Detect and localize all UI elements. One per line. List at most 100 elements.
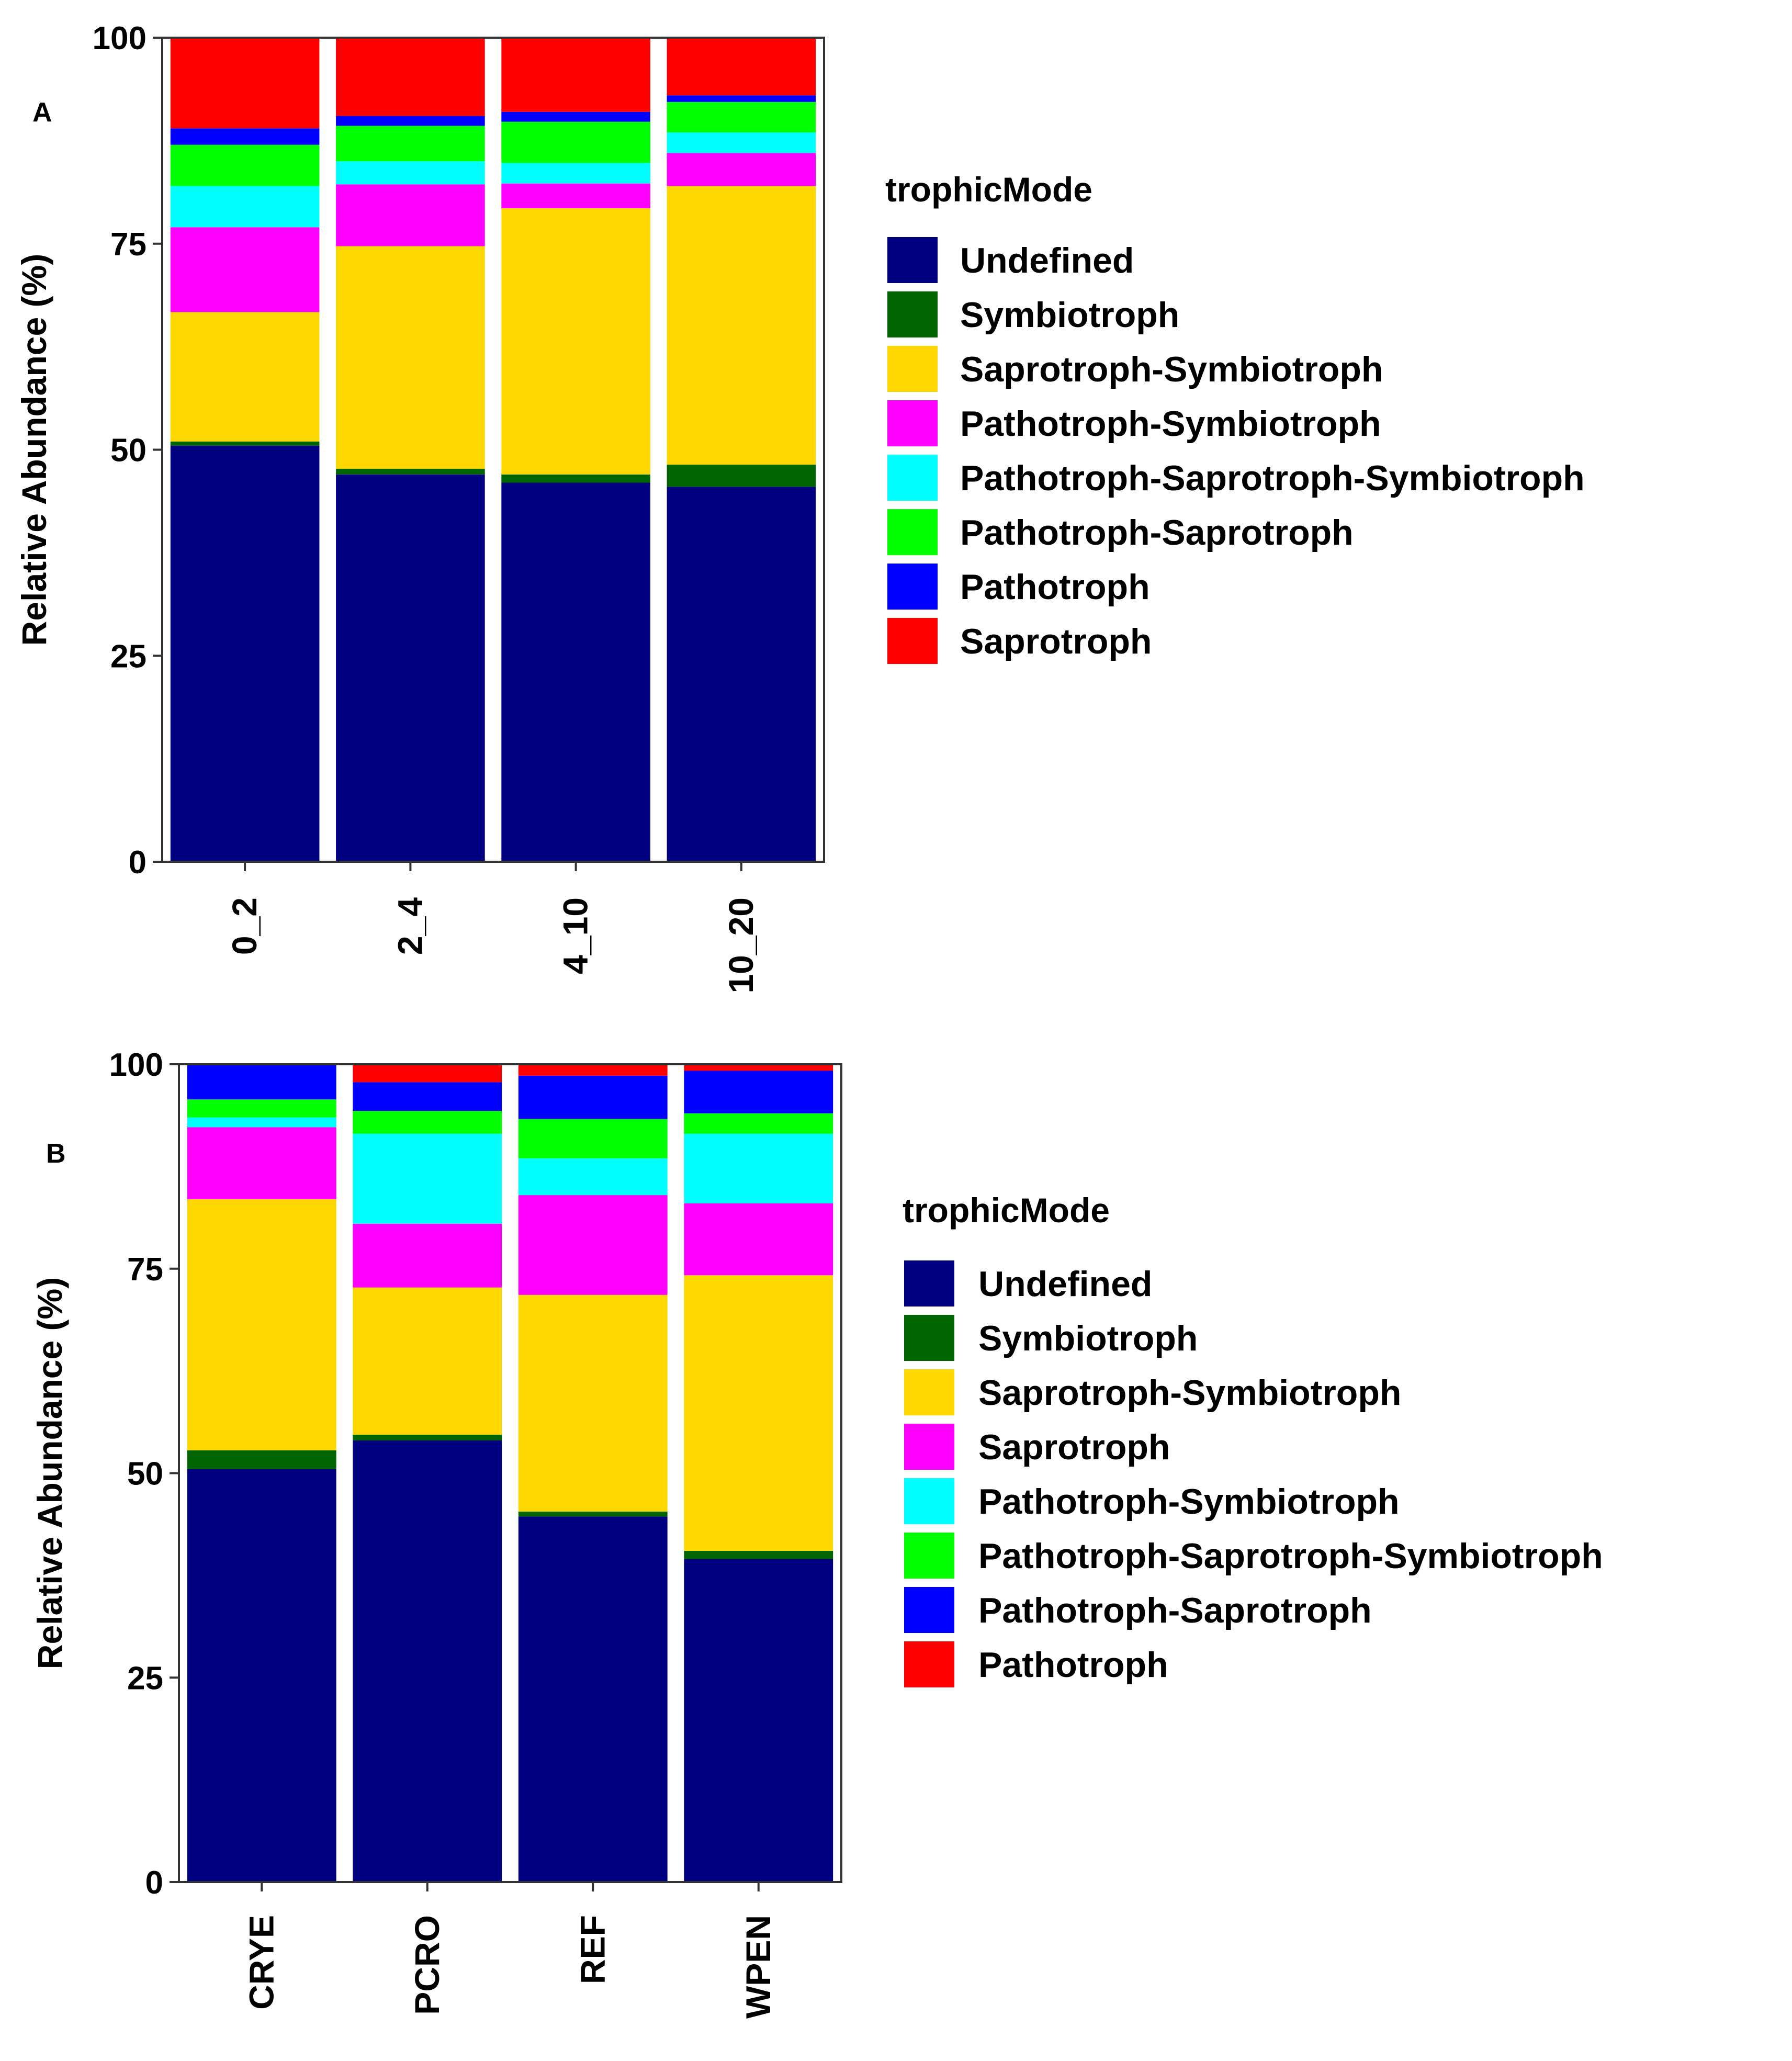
bar-segment bbox=[353, 1435, 502, 1440]
legend-label: Pathotroph bbox=[978, 1645, 1168, 1685]
x-tick-label: 0_2 bbox=[225, 897, 264, 955]
legend-swatch bbox=[887, 455, 938, 501]
x-tick-label: 4_10 bbox=[556, 897, 595, 974]
bar-segment bbox=[518, 1075, 668, 1119]
legend-label: Undefined bbox=[960, 241, 1134, 280]
x-tick-label: 2_4 bbox=[390, 897, 429, 955]
legend: trophicMode Undefined Symbiotroph Saprotrop… bbox=[885, 170, 1585, 664]
bar-segment bbox=[336, 38, 485, 116]
legend-label: Pathotroph bbox=[960, 567, 1150, 607]
y-tick-label: 25 bbox=[127, 1660, 163, 1696]
bar-segment bbox=[187, 1469, 336, 1882]
bar-segment bbox=[667, 95, 816, 102]
bar-segment bbox=[667, 186, 816, 465]
y-tick-label: 50 bbox=[110, 433, 146, 469]
bar-segment bbox=[501, 474, 650, 483]
legend-swatch bbox=[887, 237, 938, 283]
bar-segment bbox=[187, 1064, 336, 1100]
legend-swatch bbox=[887, 400, 938, 446]
bar-segment bbox=[501, 163, 650, 184]
bar-segment bbox=[336, 126, 485, 162]
legend-swatch bbox=[904, 1533, 954, 1579]
bar-segment bbox=[336, 116, 485, 126]
legend-label: Saprotroph bbox=[960, 622, 1152, 661]
legend-label: Saprotroph bbox=[978, 1427, 1170, 1467]
bar-segment bbox=[187, 1117, 336, 1128]
legend-swatch bbox=[904, 1641, 954, 1687]
legend-title: trophicMode bbox=[903, 1191, 1110, 1230]
bar-segment bbox=[170, 144, 320, 186]
bar-segment bbox=[187, 1099, 336, 1118]
x-tick-label: 10_20 bbox=[722, 897, 760, 994]
bar-segment bbox=[187, 1127, 336, 1199]
bar-segment bbox=[518, 1119, 668, 1158]
bar-segment bbox=[353, 1440, 502, 1882]
legend-swatch bbox=[887, 564, 938, 610]
legend-label: Pathotroph-Saprotroph bbox=[978, 1591, 1372, 1630]
panel-label: B bbox=[46, 1139, 66, 1169]
legend-swatch bbox=[904, 1478, 954, 1524]
bar-segment bbox=[170, 186, 320, 228]
legend-label: Saprotroph-Symbiotroph bbox=[960, 350, 1383, 389]
bar-segment bbox=[518, 1294, 668, 1512]
y-tick-label: 100 bbox=[93, 20, 146, 57]
bar-segment bbox=[667, 102, 816, 133]
bar-segment bbox=[353, 1287, 502, 1435]
y-axis-label: Relative Abundance (%) bbox=[15, 254, 53, 646]
bar-segment bbox=[684, 1071, 833, 1113]
legend-label: Pathotroph-Saprotroph-Symbiotroph bbox=[960, 458, 1585, 498]
legend-swatch bbox=[887, 346, 938, 392]
legend-title: trophicMode bbox=[885, 170, 1092, 209]
bar-segment bbox=[501, 183, 650, 209]
legend-label: Undefined bbox=[978, 1264, 1152, 1304]
bar-segment bbox=[684, 1113, 833, 1134]
y-tick-label: 75 bbox=[127, 1252, 163, 1288]
y-tick-label: 50 bbox=[127, 1456, 163, 1492]
bar-segment bbox=[684, 1133, 833, 1203]
x-tick-label: PCRO bbox=[408, 1915, 446, 2015]
y-tick-label: 100 bbox=[109, 1047, 163, 1083]
bar-segment bbox=[170, 441, 320, 446]
chart-panel-b: B 0 25 50 75 100 Relative Abundance (%) CRYE PCR… bbox=[30, 1047, 1603, 2019]
bar-segment bbox=[336, 246, 485, 469]
bar-segment bbox=[667, 464, 816, 487]
bar-segment bbox=[187, 1199, 336, 1450]
bar-segment bbox=[170, 38, 320, 129]
legend-swatch bbox=[904, 1424, 954, 1470]
bar-segment bbox=[170, 128, 320, 145]
bar-segment bbox=[336, 474, 485, 862]
legend-label: Symbiotroph bbox=[960, 295, 1179, 335]
bar-segment bbox=[518, 1511, 668, 1517]
legend-swatch bbox=[904, 1587, 954, 1633]
bar-segment bbox=[187, 1450, 336, 1469]
legend-label: Pathotroph-Symbiotroph bbox=[960, 404, 1381, 444]
x-tick-label: REF bbox=[573, 1915, 612, 1984]
chart-panel-a: A 0 25 50 75 100 Relative Abundance (%) 0_2 2_4 4… bbox=[15, 20, 1585, 994]
bar-segment bbox=[684, 1064, 833, 1071]
bar-segment bbox=[684, 1275, 833, 1551]
bar-segment bbox=[353, 1223, 502, 1288]
bar-segment bbox=[353, 1082, 502, 1111]
bar-segment bbox=[518, 1064, 668, 1076]
y-tick-label: 75 bbox=[110, 227, 146, 263]
x-tick-label: WPEN bbox=[739, 1915, 777, 2019]
bar-segment bbox=[501, 111, 650, 122]
bar-segment bbox=[684, 1559, 833, 1882]
legend-swatch bbox=[904, 1315, 954, 1361]
legend-swatch bbox=[887, 618, 938, 664]
legend-label: Pathotroph-Saprotroph-Symbiotroph bbox=[978, 1536, 1603, 1576]
bar-segment bbox=[170, 312, 320, 442]
bar-segment bbox=[667, 38, 816, 96]
legend-label: Pathotroph-Saprotroph bbox=[960, 513, 1354, 553]
y-tick-label: 0 bbox=[145, 1865, 163, 1901]
bar-segment bbox=[518, 1516, 668, 1882]
bar-segment bbox=[170, 445, 320, 862]
bar-segment bbox=[684, 1203, 833, 1276]
bar-segment bbox=[684, 1550, 833, 1559]
legend-label: Pathotroph-Symbiotroph bbox=[978, 1482, 1400, 1522]
legend-swatch bbox=[904, 1260, 954, 1307]
bar-segment bbox=[667, 153, 816, 186]
bar-segment bbox=[336, 161, 485, 185]
panel-label: A bbox=[32, 97, 52, 128]
